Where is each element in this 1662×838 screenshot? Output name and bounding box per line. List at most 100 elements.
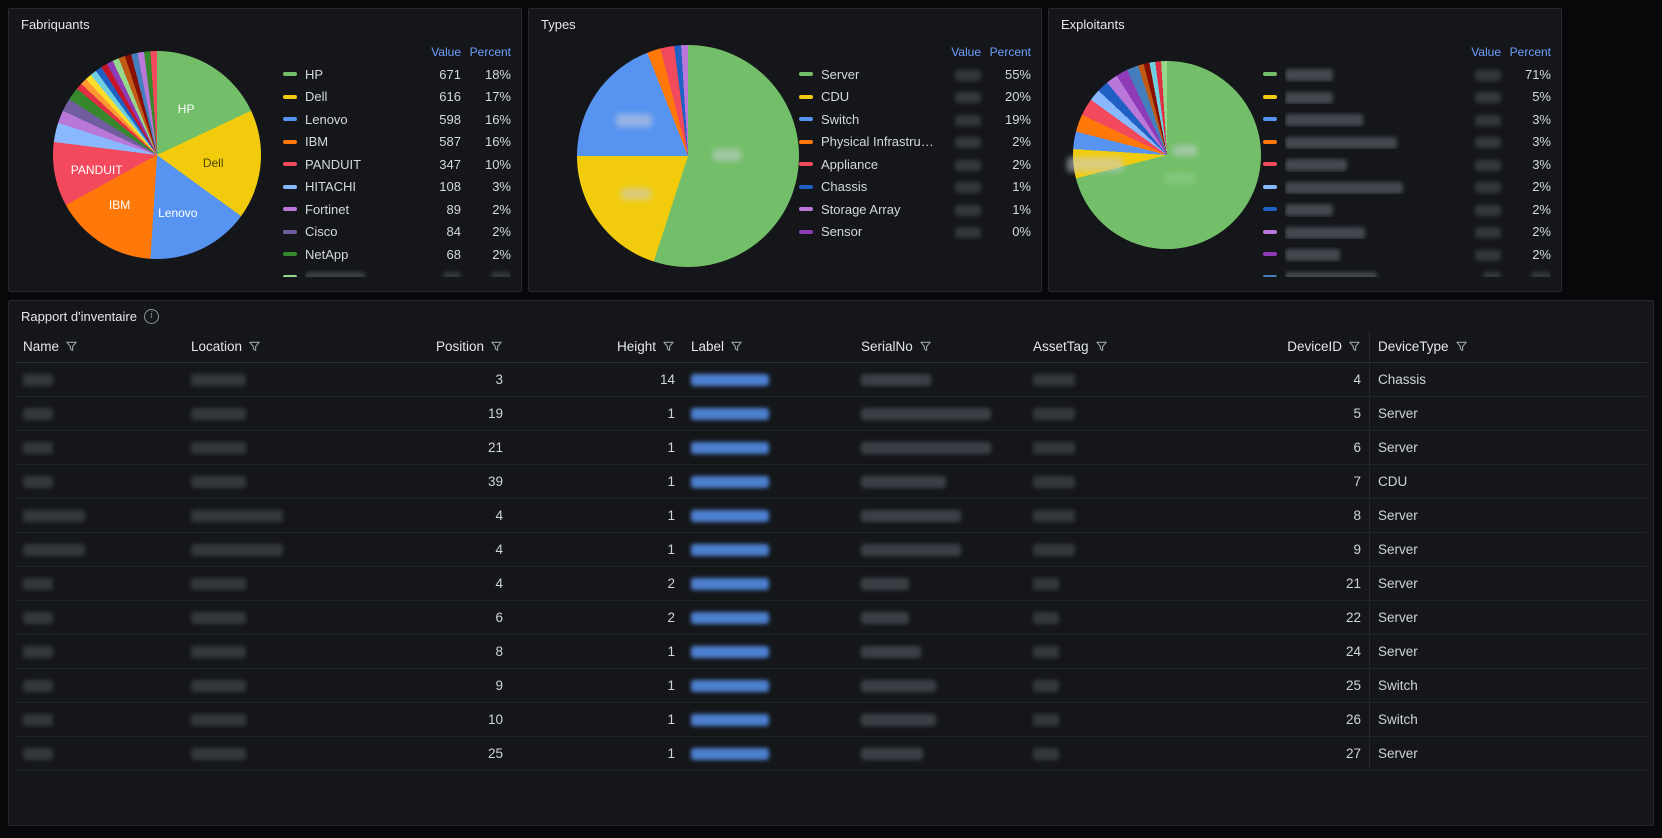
series-label: HITACHI xyxy=(305,179,357,195)
series-color-swatch xyxy=(1263,184,1277,189)
filter-icon[interactable] xyxy=(730,340,743,353)
redacted-label-link[interactable] xyxy=(691,612,769,625)
series-color-swatch xyxy=(1263,252,1277,257)
redacted-label-link[interactable] xyxy=(691,748,769,761)
redacted-label-link[interactable] xyxy=(691,714,769,727)
filter-icon[interactable] xyxy=(662,340,675,353)
legend-header-percent[interactable]: Percent xyxy=(1509,45,1551,59)
cell-assettag xyxy=(1025,431,1195,464)
legend-row-partial[interactable] xyxy=(283,266,511,277)
legend-row[interactable]: 3% xyxy=(1263,131,1551,154)
legend-row[interactable]: 5% xyxy=(1263,86,1551,109)
filter-icon[interactable] xyxy=(248,340,261,353)
pie[interactable] xyxy=(577,45,799,267)
redacted-label-link[interactable] xyxy=(691,374,769,387)
legend-row[interactable]: Server 55% xyxy=(799,63,1031,86)
filter-icon[interactable] xyxy=(65,340,78,353)
redacted-series-label xyxy=(1285,89,1457,104)
panel-title[interactable]: Exploitants xyxy=(1061,16,1125,32)
legend-row[interactable]: 71% xyxy=(1263,63,1551,86)
legend-row[interactable]: Dell 616 17% xyxy=(283,86,511,109)
filter-icon[interactable] xyxy=(490,340,503,353)
series-color-swatch xyxy=(1263,207,1277,212)
redacted-name xyxy=(23,408,53,421)
legend-row[interactable]: Storage Array 1% xyxy=(799,198,1031,221)
legend-row[interactable]: Switch 19% xyxy=(799,108,1031,131)
redacted-location xyxy=(191,578,246,591)
filter-icon[interactable] xyxy=(1455,340,1468,353)
legend-row[interactable]: CDU 20% xyxy=(799,86,1031,109)
legend-header-percent[interactable]: Percent xyxy=(469,45,511,59)
legend-row[interactable]: HITACHI 108 3% xyxy=(283,176,511,199)
legend-row[interactable]: Cisco 84 2% xyxy=(283,221,511,244)
redacted-series-value xyxy=(1457,179,1501,194)
col-header-label[interactable]: Label xyxy=(683,331,853,363)
redacted-label-link[interactable] xyxy=(691,442,769,455)
fabriquants-pie-chart[interactable]: HP Dell Lenovo IBM PANDUIT xyxy=(53,51,261,259)
legend-row[interactable]: PANDUIT 347 10% xyxy=(283,153,511,176)
series-label: HP xyxy=(305,66,324,82)
legend-header-value[interactable]: Value xyxy=(1471,45,1501,59)
col-header-height[interactable]: Height xyxy=(511,331,683,363)
redacted-serialno xyxy=(861,544,961,557)
legend-row[interactable]: 2% xyxy=(1263,243,1551,266)
legend-header-value[interactable]: Value xyxy=(431,45,461,59)
panel-title[interactable]: Types xyxy=(541,16,576,32)
legend-row[interactable]: Fortinet 89 2% xyxy=(283,198,511,221)
pie[interactable] xyxy=(53,51,261,259)
info-icon[interactable] xyxy=(143,308,159,324)
legend-row[interactable]: Sensor 0% xyxy=(799,221,1031,244)
cell-label xyxy=(683,363,853,396)
series-percent: 2% xyxy=(492,224,511,240)
col-header-assettag[interactable]: AssetTag xyxy=(1025,331,1195,363)
legend-row[interactable]: 2% xyxy=(1263,176,1551,199)
redacted-series-label xyxy=(1285,269,1457,277)
panel-header-exploitants[interactable]: Exploitants xyxy=(1049,9,1561,39)
redacted-label-link[interactable] xyxy=(691,680,769,693)
filter-icon[interactable] xyxy=(1095,340,1108,353)
legend-row[interactable]: Physical Infrastructure 2% xyxy=(799,131,1031,154)
types-pie-chart[interactable] xyxy=(577,45,799,267)
legend-header-value[interactable]: Value xyxy=(951,45,981,59)
panel-header-fabriquants[interactable]: Fabriquants xyxy=(9,9,521,39)
series-color-swatch xyxy=(283,117,297,122)
legend-row-partial[interactable] xyxy=(1263,266,1551,277)
redacted-label-link[interactable] xyxy=(691,578,769,591)
col-header-deviceid[interactable]: DeviceID xyxy=(1195,331,1369,363)
legend-row[interactable]: 2% xyxy=(1263,221,1551,244)
redacted-series-value xyxy=(937,179,981,194)
pie[interactable] xyxy=(1073,61,1261,249)
col-header-position[interactable]: Position xyxy=(351,331,511,363)
redacted-label-link[interactable] xyxy=(691,510,769,523)
col-header-serialno[interactable]: SerialNo xyxy=(853,331,1025,363)
legend-row[interactable]: 3% xyxy=(1263,153,1551,176)
legend-header-percent[interactable]: Percent xyxy=(989,45,1031,59)
filter-icon[interactable] xyxy=(1348,340,1361,353)
legend-row[interactable]: IBM 587 16% xyxy=(283,131,511,154)
table-row: 4 1 8 Server xyxy=(15,499,1647,533)
redacted-name xyxy=(23,374,53,387)
redacted-label-link[interactable] xyxy=(691,646,769,659)
col-header-devicetype[interactable]: DeviceType xyxy=(1369,331,1647,363)
col-header-location[interactable]: Location xyxy=(183,331,351,363)
panel-title[interactable]: Rapport d'inventaire xyxy=(21,308,137,324)
redacted-label-link[interactable] xyxy=(691,476,769,489)
redacted-label-link[interactable] xyxy=(691,544,769,557)
legend-row[interactable]: 2% xyxy=(1263,198,1551,221)
series-color-swatch xyxy=(799,139,813,144)
legend-row[interactable]: Chassis 1% xyxy=(799,176,1031,199)
cell-position: 8 xyxy=(495,644,503,659)
legend-row[interactable]: HP 671 18% xyxy=(283,63,511,86)
panel-title[interactable]: Fabriquants xyxy=(21,16,90,32)
panel-header-inventory[interactable]: Rapport d'inventaire xyxy=(9,301,1653,331)
legend-row[interactable]: NetApp 68 2% xyxy=(283,243,511,266)
legend-row[interactable]: Lenovo 598 16% xyxy=(283,108,511,131)
panel-header-types[interactable]: Types xyxy=(529,9,1041,39)
redacted-label-link[interactable] xyxy=(691,408,769,421)
exploitants-pie-chart[interactable] xyxy=(1067,61,1261,249)
legend-row[interactable]: Appliance 2% xyxy=(799,153,1031,176)
col-header-name[interactable]: Name xyxy=(15,331,183,363)
cell-height: 1 xyxy=(667,644,675,659)
filter-icon[interactable] xyxy=(919,340,932,353)
legend-row[interactable]: 3% xyxy=(1263,108,1551,131)
